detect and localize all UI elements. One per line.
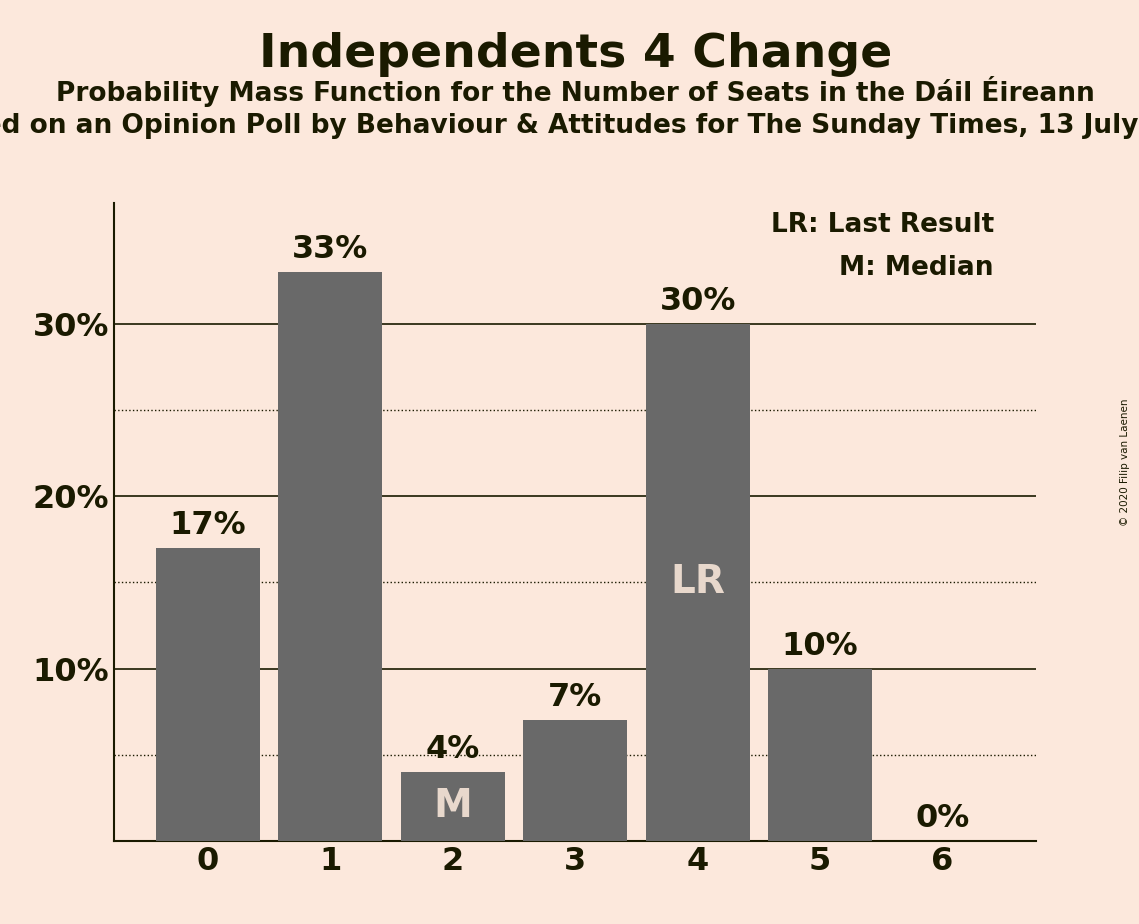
Text: 30%: 30% bbox=[659, 286, 736, 317]
Text: 10%: 10% bbox=[781, 631, 859, 662]
Text: M: M bbox=[433, 787, 473, 825]
Bar bbox=[646, 324, 749, 841]
Text: LR: LR bbox=[670, 564, 726, 602]
Text: Based on an Opinion Poll by Behaviour & Attitudes for The Sunday Times, 13 July : Based on an Opinion Poll by Behaviour & … bbox=[0, 113, 1139, 139]
Text: Probability Mass Function for the Number of Seats in the Dáil Éireann: Probability Mass Function for the Number… bbox=[56, 76, 1095, 107]
Text: 17%: 17% bbox=[170, 510, 246, 541]
Bar bbox=[401, 772, 505, 841]
Text: LR: Last Result: LR: Last Result bbox=[771, 212, 994, 237]
Bar bbox=[523, 720, 628, 841]
Bar bbox=[156, 548, 260, 841]
Bar bbox=[278, 273, 383, 841]
Text: M: Median: M: Median bbox=[839, 255, 994, 281]
Bar bbox=[768, 669, 872, 841]
Text: 4%: 4% bbox=[426, 734, 480, 765]
Text: 33%: 33% bbox=[293, 235, 368, 265]
Text: 7%: 7% bbox=[548, 682, 603, 713]
Text: Independents 4 Change: Independents 4 Change bbox=[259, 32, 892, 78]
Text: 0%: 0% bbox=[916, 803, 969, 834]
Text: © 2020 Filip van Laenen: © 2020 Filip van Laenen bbox=[1120, 398, 1130, 526]
